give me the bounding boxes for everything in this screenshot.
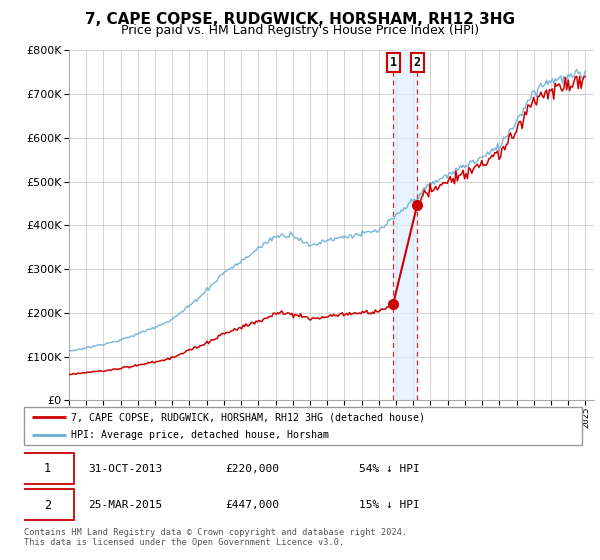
Text: 15% ↓ HPI: 15% ↓ HPI <box>359 501 419 510</box>
Text: 25-MAR-2015: 25-MAR-2015 <box>88 501 163 510</box>
Text: 2: 2 <box>413 55 421 69</box>
Text: Price paid vs. HM Land Registry's House Price Index (HPI): Price paid vs. HM Land Registry's House … <box>121 24 479 37</box>
Text: 7, CAPE COPSE, RUDGWICK, HORSHAM, RH12 3HG (detached house): 7, CAPE COPSE, RUDGWICK, HORSHAM, RH12 3… <box>71 412 425 422</box>
Text: £220,000: £220,000 <box>225 464 279 474</box>
Text: £447,000: £447,000 <box>225 501 279 510</box>
Text: Contains HM Land Registry data © Crown copyright and database right 2024.
This d: Contains HM Land Registry data © Crown c… <box>24 528 407 547</box>
Text: HPI: Average price, detached house, Horsham: HPI: Average price, detached house, Hors… <box>71 430 329 440</box>
Text: 2: 2 <box>44 499 51 512</box>
Text: 54% ↓ HPI: 54% ↓ HPI <box>359 464 419 474</box>
Text: 31-OCT-2013: 31-OCT-2013 <box>88 464 163 474</box>
Bar <box>393 50 417 400</box>
FancyBboxPatch shape <box>21 489 74 520</box>
Text: 7, CAPE COPSE, RUDGWICK, HORSHAM, RH12 3HG: 7, CAPE COPSE, RUDGWICK, HORSHAM, RH12 3… <box>85 12 515 27</box>
Text: 1: 1 <box>44 463 51 475</box>
Text: 1: 1 <box>389 55 397 69</box>
FancyBboxPatch shape <box>21 453 74 484</box>
